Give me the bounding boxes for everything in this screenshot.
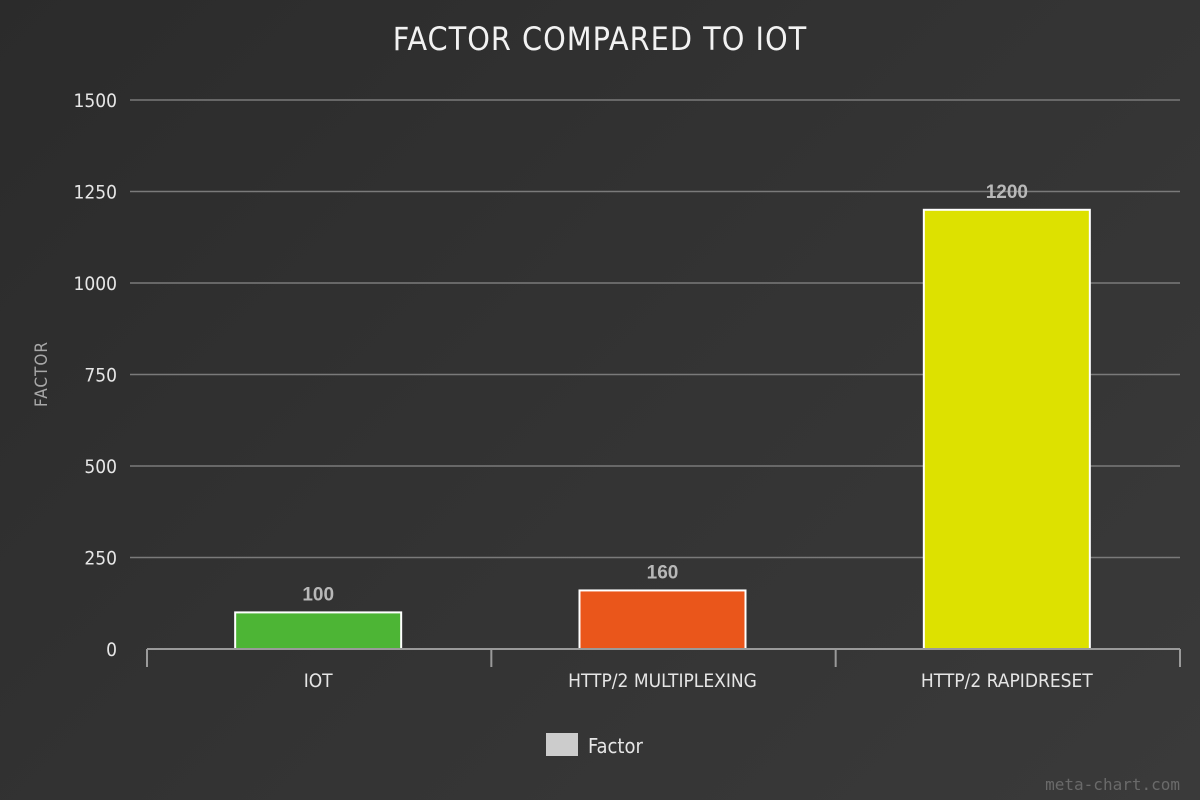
legend: Factor xyxy=(546,733,643,758)
category-labels: IOT HTTP/2 MULTIPLEXING HTTP/2 RAPIDRESET xyxy=(304,670,1094,692)
y-axis-label: FACTOR xyxy=(32,341,52,407)
data-label: 100 xyxy=(302,584,334,605)
y-tick-label: 1250 xyxy=(74,182,118,204)
bars xyxy=(234,208,1091,651)
legend-label-factor: Factor xyxy=(588,734,643,758)
x-tick-label: HTTP/2 RAPIDRESET xyxy=(921,670,1093,692)
x-tick-label: IOT xyxy=(304,670,333,692)
x-tick-label: HTTP/2 MULTIPLEXING xyxy=(568,670,757,692)
chart-title: FACTOR COMPARED TO IOT xyxy=(393,20,807,58)
y-tick-label: 500 xyxy=(84,456,117,478)
data-label: 160 xyxy=(647,562,679,583)
bar xyxy=(922,208,1091,651)
y-tick-label: 0 xyxy=(106,639,117,661)
bar xyxy=(578,589,747,651)
y-tick-label: 1500 xyxy=(74,90,118,112)
y-tick-label: 250 xyxy=(84,548,117,570)
credit-watermark: meta-chart.com xyxy=(1045,775,1180,794)
y-axis-ticks: 0 250 500 750 1000 1250 1500 xyxy=(74,90,118,661)
data-label: 1200 xyxy=(986,182,1028,203)
y-tick-label: 1000 xyxy=(74,273,118,295)
bar xyxy=(234,611,403,651)
x-axis xyxy=(146,648,1181,667)
legend-swatch-factor xyxy=(546,733,578,756)
data-labels: 100 160 1200 xyxy=(302,182,1028,606)
y-tick-label: 750 xyxy=(84,365,117,387)
